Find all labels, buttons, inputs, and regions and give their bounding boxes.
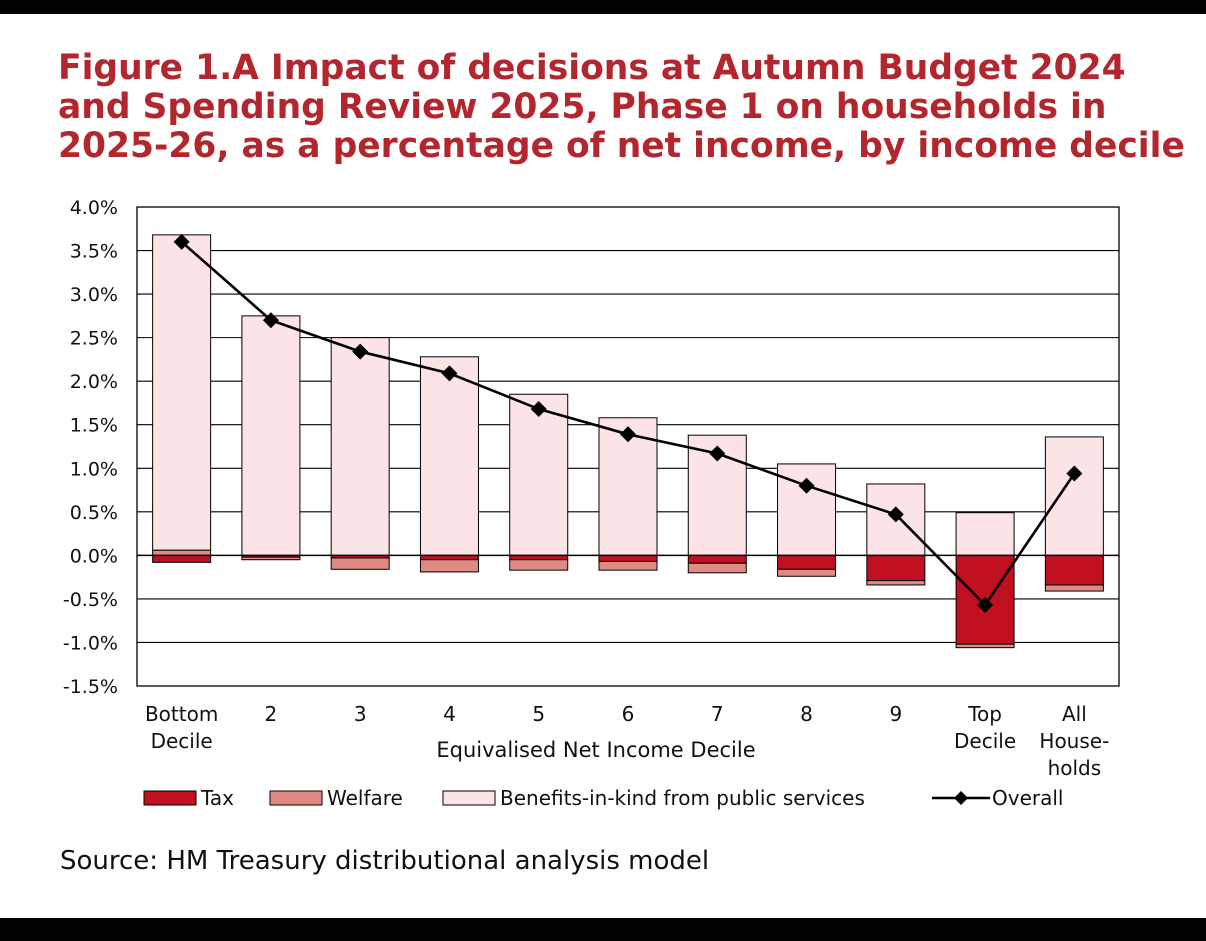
figure-title-line-1: Figure 1.A Impact of decisions at Autumn… [58,48,1126,88]
overall-point-10 [1066,465,1083,482]
x-tick-label: 3 [354,702,367,726]
bar-welfare-6 [687,562,747,574]
legend: Tax Welfare Benefits-in-kind from public s… [143,786,1063,810]
bar-welfare-0 [152,549,212,556]
bar-welfare-9 [955,643,1015,649]
x-axis-label: Equivalised Net Income Decile [436,738,755,762]
bar-benefitsinkind-9 [955,512,1015,556]
top-black-band [0,0,1206,14]
x-tick-label: 2 [265,702,278,726]
y-tick-label: -1.0% [63,632,118,654]
bar-tax-6 [687,554,747,564]
x-axis-ticks: Bottom Decile 2 3 4 5 6 7 8 9 Top Decile All House-ho… [145,702,1109,780]
x-tick-label: Top [967,702,1002,726]
bar-welfare-10 [1044,584,1104,592]
x-tick-label: Decile [151,729,213,753]
overall-point-2 [352,343,369,360]
plot-frame [136,206,1120,687]
bar-tax-5 [598,554,658,562]
x-tick-label: All [1062,702,1087,726]
bar-tax-0 [152,554,212,563]
y-axis-ticks: -1.5% -1.0% -0.5% 0.0% 0.5% 1.0% 1.5% 2.0% 2.5% 3… [63,197,118,698]
bar-welfare-5 [598,560,658,571]
overall-point-7 [798,477,815,494]
income-decile-chart: -1.5% -1.0% -0.5% 0.0% 0.5% 1.0% 1.5% 2.0% 2.5% 3… [63,197,1120,810]
bar-benefitsinkind-10 [1044,436,1104,556]
figure-title-line-2: and Spending Review 2025, Phase 1 on hou… [58,87,1107,127]
legend-label: Benefits-in-kind from public services [500,786,865,810]
overall-point-3 [441,365,458,382]
overall-line-layer [173,233,1083,614]
legend-marker-overall [954,791,968,805]
plot-frame-layer [136,206,1120,687]
overall-point-1 [262,312,279,329]
bar-benefitsinkind-2 [330,337,390,556]
bar-welfare-1 [241,556,301,561]
bar-layer [152,234,1104,649]
legend-swatch-0 [143,790,197,806]
overall-point-9 [977,597,994,614]
source-note: Source: HM Treasury distributional analy… [60,846,710,876]
legend-label: Overall [992,786,1063,810]
bar-benefitsinkind-4 [509,393,569,556]
y-tick-label: 4.0% [70,197,118,219]
x-tick-label: 6 [622,702,635,726]
x-tick-label: 7 [711,702,724,726]
overall-point-8 [887,506,904,523]
bottom-black-band [0,918,1206,941]
x-tick-label: House- [1039,729,1109,753]
bar-welfare-7 [777,568,837,577]
figure-title: Figure 1.A Impact of decisions at Autumn… [58,48,1185,166]
overall-point-6 [709,445,726,462]
y-tick-label: -1.5% [63,676,118,698]
y-tick-label: 2.5% [70,328,118,350]
y-tick-label: 2.0% [70,371,118,393]
x-tick-label: holds [1048,756,1102,780]
x-tick-label: 8 [800,702,813,726]
legend-label: Welfare [327,786,403,810]
legend-label: Tax [200,786,234,810]
bar-benefitsinkind-0 [152,234,212,551]
y-tick-label: 3.5% [70,241,118,263]
y-tick-label: 0.5% [70,502,118,524]
x-tick-label: 9 [889,702,902,726]
y-tick-label: 1.0% [70,458,118,480]
x-tick-label: Decile [954,729,1016,753]
x-tick-label: 5 [532,702,545,726]
y-tick-label: -0.5% [63,589,118,611]
bar-benefitsinkind-1 [241,315,301,556]
legend-swatch-2 [442,790,496,806]
bar-welfare-4 [509,559,569,571]
y-tick-label: 0.0% [70,545,118,567]
bar-tax-8 [866,554,926,582]
y-tick-label: 3.0% [70,284,118,306]
legend-swatch-1 [269,790,323,806]
x-tick-label: Bottom [145,702,218,726]
bar-benefitsinkind-3 [419,356,479,556]
bar-tax-10 [1044,554,1104,586]
overall-point-5 [620,426,636,443]
overall-point-0 [173,233,190,250]
overall-point-4 [530,401,547,418]
figure-title-line-3: 2025-26, as a percentage of net income, … [58,126,1185,166]
bar-welfare-8 [866,580,926,586]
x-tick-label: 4 [443,702,456,726]
bar-welfare-3 [419,559,479,573]
bar-tax-7 [777,554,837,570]
bar-welfare-2 [330,557,390,570]
y-tick-label: 1.5% [70,415,118,437]
